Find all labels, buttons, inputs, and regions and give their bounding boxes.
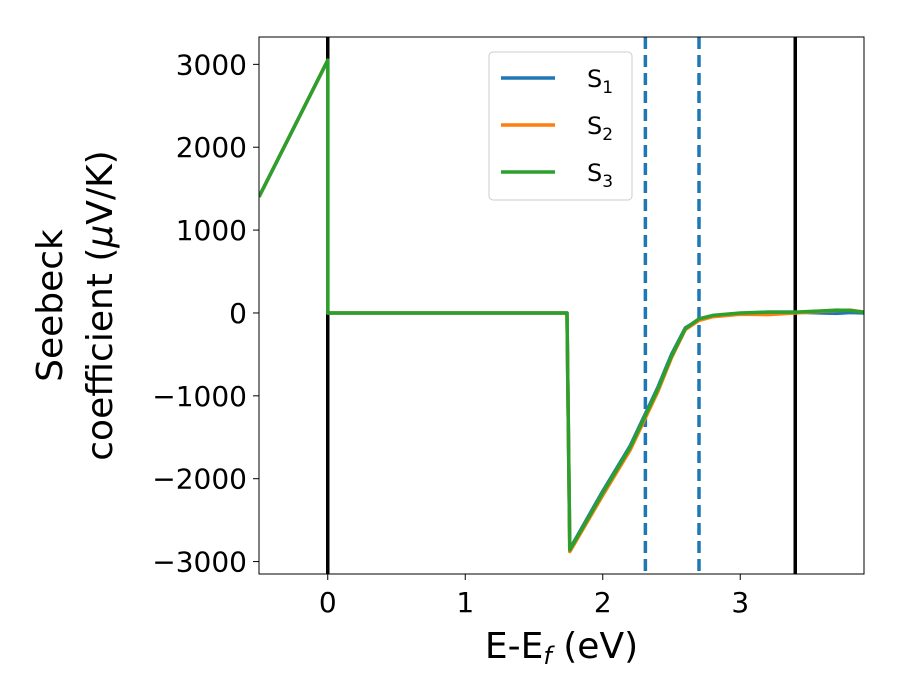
y-tick-label: 3000 — [176, 48, 247, 81]
y-tick-label: −1000 — [152, 380, 247, 413]
x-tick-label: 3 — [731, 586, 749, 619]
y-axis-title-unit: V/K) — [80, 150, 121, 224]
y-axis-title-prefix: coefficient ( — [80, 248, 121, 461]
legend-label-s1: S1 — [587, 65, 613, 98]
series-lines — [259, 58, 864, 554]
y-axis-ticks: 3000 2000 1000 0 −1000 −2000 −3000 — [152, 48, 259, 579]
y-tick-label: 1000 — [176, 214, 247, 247]
y-axis-title-line1: Seebeck — [30, 229, 71, 382]
legend-label-s2: S2 — [587, 112, 613, 145]
y-tick-label: 2000 — [176, 131, 247, 164]
x-axis-title-main: E-E — [485, 626, 543, 667]
y-tick-label: −3000 — [152, 546, 247, 579]
legend-label-s3: S3 — [587, 159, 613, 192]
plot-frame — [258, 36, 865, 575]
x-axis-title: E-Ef (eV) — [485, 626, 638, 670]
y-tick-label: −2000 — [152, 463, 247, 496]
x-axis-ticks: 0 1 2 3 — [319, 574, 749, 619]
legend: S1 S2 S3 — [488, 51, 633, 201]
y-tick-label: 0 — [229, 297, 247, 330]
legend-box — [488, 51, 633, 201]
x-tick-label: 0 — [319, 586, 337, 619]
y-axis-title: Seebeck coefficient (μV/K) — [30, 150, 121, 460]
series-line-s3 — [259, 58, 864, 552]
y-axis-title-mu: μ — [80, 225, 121, 249]
x-tick-label: 1 — [456, 586, 474, 619]
y-axis-title-line2: coefficient (μV/K) — [80, 150, 121, 460]
x-axis-title-unit: (eV) — [552, 626, 638, 667]
x-tick-label: 2 — [594, 586, 612, 619]
